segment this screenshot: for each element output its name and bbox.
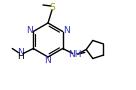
Text: S: S [49, 3, 55, 12]
Text: H: H [17, 52, 24, 61]
Text: N: N [45, 56, 51, 65]
Text: N: N [17, 48, 24, 57]
Text: N: N [26, 26, 33, 35]
Text: N: N [63, 26, 70, 35]
Text: NH: NH [68, 50, 81, 59]
